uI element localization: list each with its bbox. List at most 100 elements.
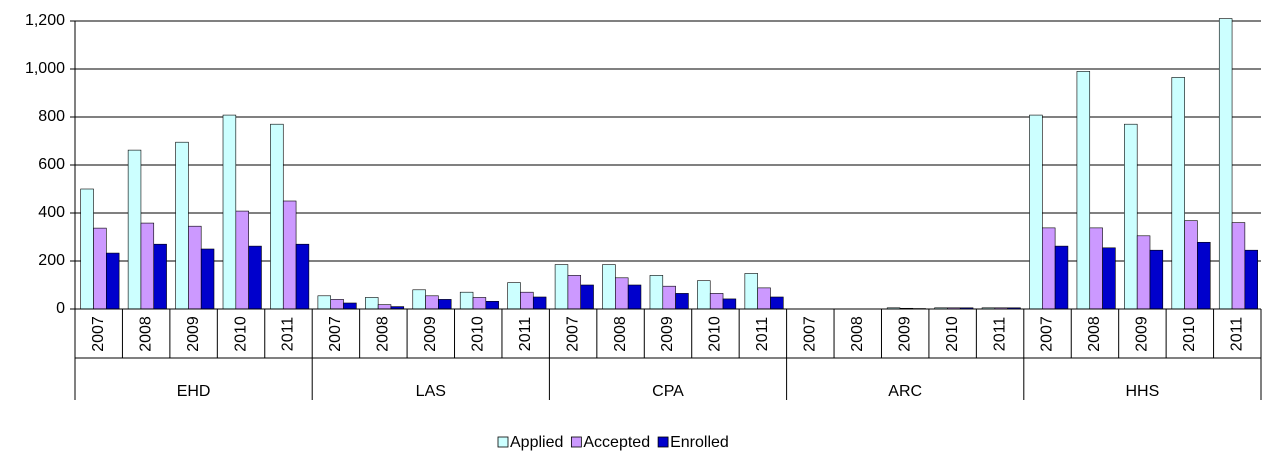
bar xyxy=(200,248,215,310)
bar xyxy=(295,243,310,310)
x-tick-label: 2010 xyxy=(469,316,486,352)
bar xyxy=(175,141,189,310)
bar xyxy=(1149,249,1164,310)
bar xyxy=(270,123,284,310)
bar xyxy=(1231,222,1246,310)
x-tick-label: 2010 xyxy=(944,316,961,352)
x-tick-label: 2011 xyxy=(754,317,771,352)
group-label: EHD xyxy=(177,383,211,400)
x-tick-label: 2007 xyxy=(90,316,107,352)
bar xyxy=(1076,71,1091,310)
bar xyxy=(80,188,94,310)
bar xyxy=(365,297,379,310)
bar xyxy=(744,273,758,310)
x-tick-label: 2007 xyxy=(802,316,819,352)
x-tick-label: 2009 xyxy=(659,316,676,352)
bar xyxy=(343,302,357,310)
y-tick-label: 400 xyxy=(38,204,65,221)
bar xyxy=(438,299,452,310)
bar xyxy=(93,227,107,310)
bar xyxy=(377,304,392,310)
bar xyxy=(662,285,676,310)
x-tick-label: 2011 xyxy=(1228,317,1245,352)
x-tick-label: 2009 xyxy=(896,316,913,352)
y-tick-label: 600 xyxy=(38,156,65,173)
x-tick-label: 2008 xyxy=(612,316,629,352)
bar xyxy=(722,298,737,310)
x-tick-label: 2007 xyxy=(1039,316,1056,352)
bar xyxy=(627,284,642,310)
bar xyxy=(1171,77,1185,310)
y-tick-label: 200 xyxy=(38,252,65,269)
bar xyxy=(1197,241,1211,310)
bar xyxy=(532,296,547,310)
x-tick-label: 2007 xyxy=(564,316,581,352)
x-tick-label: 2007 xyxy=(327,316,344,352)
legend-label: Enrolled xyxy=(670,434,729,451)
bar xyxy=(248,245,262,310)
bar xyxy=(757,287,771,310)
bar xyxy=(615,277,629,310)
x-tick-label: 2011 xyxy=(280,317,297,352)
bar xyxy=(1089,227,1103,310)
bar xyxy=(106,252,120,310)
bar xyxy=(1136,235,1151,310)
bar xyxy=(317,295,332,310)
bar xyxy=(153,243,167,310)
bar xyxy=(602,264,616,310)
bar xyxy=(580,284,594,310)
bar xyxy=(1124,123,1138,310)
x-tick-label: 2008 xyxy=(137,316,154,352)
bar xyxy=(188,225,202,310)
bar xyxy=(472,297,487,310)
legend-swatch xyxy=(657,436,669,448)
bar xyxy=(507,282,521,310)
bar xyxy=(330,299,344,310)
bar xyxy=(485,301,499,310)
bar xyxy=(1029,114,1043,310)
bar xyxy=(459,291,474,310)
legend-label: Applied xyxy=(510,434,563,451)
x-tick-label: 2008 xyxy=(849,316,866,352)
legend-swatch xyxy=(570,436,582,448)
bar xyxy=(1102,247,1116,310)
group-label: CPA xyxy=(652,383,684,400)
bar xyxy=(567,275,582,310)
bar xyxy=(412,289,426,310)
bar xyxy=(140,222,155,310)
x-tick-label: 2009 xyxy=(1134,316,1151,352)
x-tick-label: 2011 xyxy=(517,317,534,352)
group-label: LAS xyxy=(416,383,446,400)
bar xyxy=(127,149,142,310)
bar xyxy=(675,293,689,310)
x-tick-label: 2010 xyxy=(1181,316,1198,352)
bar xyxy=(425,295,439,310)
y-tick-label: 1,200 xyxy=(25,12,65,29)
bar xyxy=(1218,18,1233,310)
bar xyxy=(222,114,237,310)
bar xyxy=(282,200,297,310)
x-tick-label: 2011 xyxy=(991,317,1008,352)
x-tick-label: 2008 xyxy=(375,316,392,352)
bar xyxy=(1054,245,1069,310)
bar xyxy=(235,210,249,310)
x-tick-label: 2010 xyxy=(232,316,249,352)
x-tick-label: 2009 xyxy=(185,316,202,352)
y-tick-label: 1,000 xyxy=(25,60,65,77)
y-tick-label: 0 xyxy=(56,300,65,317)
group-label: HHS xyxy=(1126,383,1160,400)
bar xyxy=(697,280,711,310)
bar xyxy=(1042,227,1056,310)
legend-swatch xyxy=(497,436,509,448)
bar xyxy=(520,291,534,310)
x-tick-label: 2008 xyxy=(1086,316,1103,352)
y-tick-label: 800 xyxy=(38,108,65,125)
x-tick-label: 2009 xyxy=(422,316,439,352)
bar xyxy=(709,293,724,310)
bar xyxy=(649,275,664,310)
bar xyxy=(770,296,784,310)
bar xyxy=(1184,220,1198,310)
legend-label: Accepted xyxy=(583,434,650,451)
group-label: ARC xyxy=(888,383,922,400)
